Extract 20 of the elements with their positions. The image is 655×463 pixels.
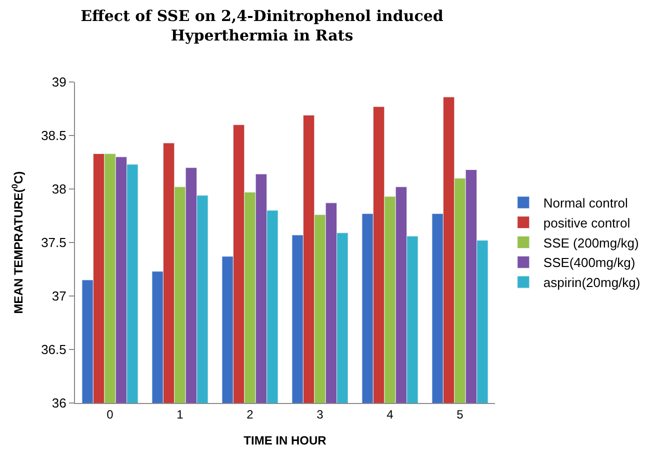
- y-tick-label: 38.5: [41, 128, 66, 144]
- y-tick-label: 36: [52, 396, 66, 411]
- y-tick-label: 37.5: [41, 235, 66, 250]
- x-tick-label: 2: [246, 407, 254, 422]
- x-tick-label: 4: [386, 407, 394, 422]
- y-tick-label: 39: [52, 74, 66, 90]
- legend-label: positive control: [543, 215, 630, 230]
- y-tick-label: 37: [52, 288, 66, 304]
- x-tick-label: 0: [106, 407, 114, 422]
- legend-label: aspirin(20mg/kg): [543, 275, 640, 290]
- x-tick-label: 1: [176, 407, 184, 422]
- legend-label: SSE(400mg/kg): [543, 255, 636, 270]
- x-tick-label: 5: [456, 407, 464, 422]
- y-tick-label: 38: [52, 182, 66, 197]
- x-tick-label: 3: [316, 407, 324, 422]
- legend-label: Normal control: [543, 196, 628, 211]
- chart-title: Effect of SSE on 2,4-Dinitrophenol induced Hyperthermia in Rats: [80, 6, 444, 44]
- legend-label: SSE (200mg/kg): [543, 235, 639, 250]
- y-tick-label: 36.5: [41, 342, 66, 358]
- x-axis-title: TIME IN HOUR: [244, 433, 327, 448]
